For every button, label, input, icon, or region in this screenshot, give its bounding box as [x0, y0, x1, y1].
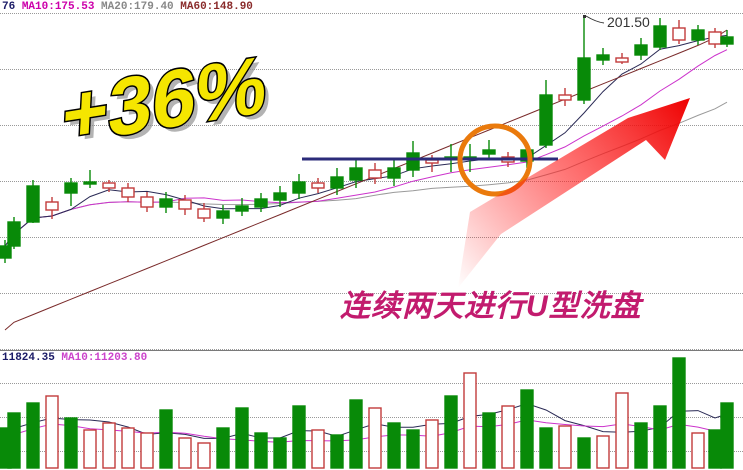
svg-text:201.50: 201.50	[607, 14, 650, 30]
svg-text:+36%: +36%	[60, 39, 269, 162]
svg-text:连续两天进行U型洗盘: 连续两天进行U型洗盘	[340, 289, 645, 323]
